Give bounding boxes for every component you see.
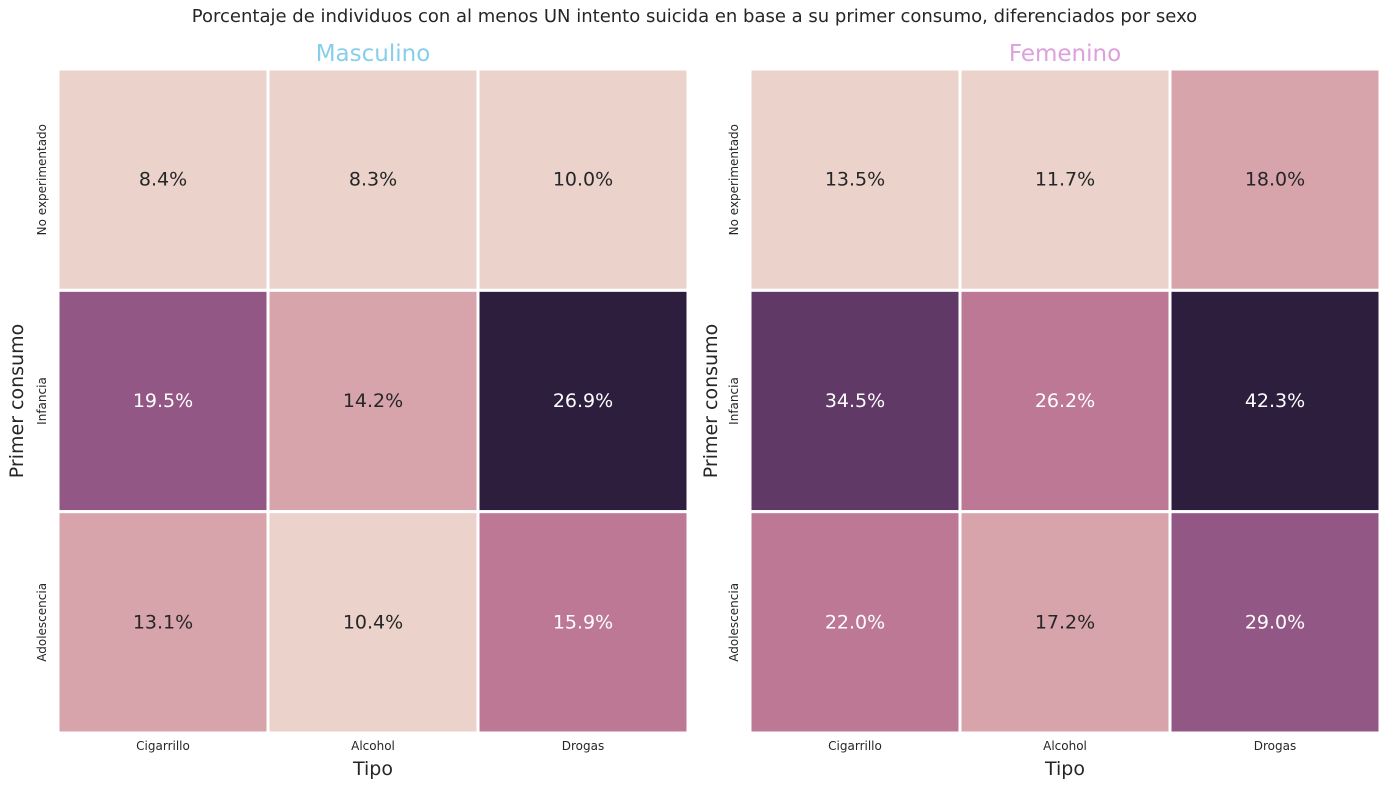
cell-value-label: 8.3% bbox=[349, 169, 397, 191]
panel-title: Femenino bbox=[1009, 41, 1121, 67]
heatmap-cell bbox=[1168, 510, 1382, 735]
cell-value-label: 22.0% bbox=[825, 611, 885, 633]
heatmap-cell bbox=[1168, 288, 1382, 514]
heatmap-cell bbox=[266, 510, 480, 735]
heatmap-cell bbox=[958, 288, 1172, 514]
x-tick-label: Alcohol bbox=[351, 739, 395, 753]
y-tick-label: No experimentado bbox=[35, 124, 49, 235]
cell-value-label: 26.2% bbox=[1035, 390, 1095, 412]
cell-value-label: 13.1% bbox=[133, 611, 193, 633]
y-tick-label: Adolescencia bbox=[35, 583, 49, 662]
heatmap-cell bbox=[56, 510, 270, 735]
cell-value-label: 15.9% bbox=[553, 611, 613, 633]
heatmap-cell bbox=[476, 288, 690, 514]
x-axis-title: Tipo bbox=[1044, 758, 1085, 780]
x-axis-title: Tipo bbox=[352, 758, 393, 780]
cell-value-label: 18.0% bbox=[1245, 169, 1305, 191]
x-tick-label: Drogas bbox=[1254, 739, 1296, 753]
panel-title: Masculino bbox=[316, 41, 431, 67]
cell-value-label: 26.9% bbox=[553, 390, 613, 412]
cell-value-label: 8.4% bbox=[139, 169, 187, 191]
cell-value-label: 10.4% bbox=[343, 611, 403, 633]
cell-value-label: 17.2% bbox=[1035, 611, 1095, 633]
heatmap-cell bbox=[476, 67, 690, 292]
x-tick-label: Cigarrillo bbox=[828, 739, 882, 753]
cell-value-label: 29.0% bbox=[1245, 611, 1305, 633]
cell-value-label: 10.0% bbox=[553, 169, 613, 191]
y-tick-label: Adolescencia bbox=[727, 583, 741, 662]
y-tick-label: Infancia bbox=[35, 377, 49, 425]
figure-title: Porcentaje de individuos con al menos UN… bbox=[191, 6, 1198, 27]
x-tick-label: Cigarrillo bbox=[136, 739, 190, 753]
cell-value-label: 13.5% bbox=[825, 169, 885, 191]
y-tick-label: Infancia bbox=[727, 377, 741, 425]
cell-value-label: 11.7% bbox=[1035, 169, 1095, 191]
heatmap-cell bbox=[266, 288, 480, 514]
cell-value-label: 19.5% bbox=[133, 390, 193, 412]
x-tick-label: Drogas bbox=[562, 739, 604, 753]
y-tick-label: No experimentado bbox=[727, 124, 741, 235]
cell-value-label: 14.2% bbox=[343, 390, 403, 412]
y-axis-title: Primer consumo bbox=[700, 324, 722, 478]
heatmap-cell bbox=[1168, 67, 1382, 292]
cell-value-label: 34.5% bbox=[825, 390, 885, 412]
y-axis-title: Primer consumo bbox=[6, 324, 28, 478]
heatmap-cell bbox=[476, 510, 690, 735]
heatmap-cell bbox=[958, 67, 1172, 292]
x-tick-label: Alcohol bbox=[1043, 739, 1087, 753]
heatmap-cell bbox=[748, 288, 962, 514]
cell-value-label: 42.3% bbox=[1245, 390, 1305, 412]
